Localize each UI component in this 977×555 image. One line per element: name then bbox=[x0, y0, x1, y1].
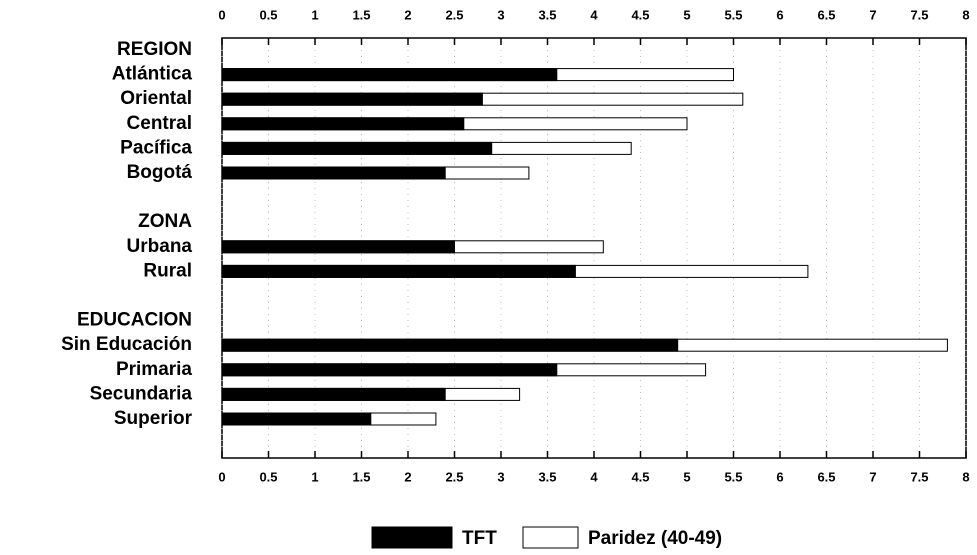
bar bbox=[221, 141, 493, 155]
group-label: EDUCACION bbox=[77, 310, 192, 331]
category-label: Pacífica bbox=[120, 137, 192, 158]
x-tick-label: 7.5 bbox=[910, 7, 928, 22]
category-label: Rural bbox=[143, 260, 192, 281]
x-tick-label: 0 bbox=[218, 7, 225, 22]
x-tick-label: 1 bbox=[311, 7, 318, 22]
x-tick-label: 0 bbox=[218, 469, 225, 484]
x-tick-label: 2 bbox=[404, 7, 411, 22]
legend-swatch bbox=[522, 526, 579, 549]
category-label: Central bbox=[127, 113, 192, 134]
group-label: ZONA bbox=[138, 211, 192, 232]
category-label: Sin Educación bbox=[61, 334, 192, 355]
x-tick-label: 3 bbox=[497, 469, 504, 484]
x-tick-label: 4 bbox=[590, 469, 598, 484]
x-tick-label: 3.5 bbox=[538, 469, 556, 484]
x-tick-label: 6.5 bbox=[817, 7, 835, 22]
x-tick-label: 5 bbox=[683, 469, 690, 484]
x-tick-label: 0.5 bbox=[259, 469, 277, 484]
bar bbox=[221, 117, 465, 131]
bar bbox=[221, 363, 558, 377]
x-tick-label: 8 bbox=[962, 7, 969, 22]
bar bbox=[221, 387, 446, 401]
x-tick-label: 4 bbox=[590, 7, 598, 22]
x-tick-label: 2.5 bbox=[445, 469, 463, 484]
bar bbox=[221, 412, 372, 426]
bar bbox=[221, 264, 576, 278]
x-tick-label: 6 bbox=[776, 469, 783, 484]
legend-label: Paridez (40-49) bbox=[588, 528, 722, 549]
x-tick-label: 6 bbox=[776, 7, 783, 22]
x-tick-label: 2.5 bbox=[445, 7, 463, 22]
x-tick-label: 6.5 bbox=[817, 469, 835, 484]
legend-swatch bbox=[371, 526, 453, 549]
x-tick-label: 3 bbox=[497, 7, 504, 22]
x-tick-label: 1 bbox=[311, 469, 318, 484]
bar bbox=[221, 68, 558, 82]
x-tick-label: 5.5 bbox=[724, 469, 742, 484]
bar bbox=[221, 166, 446, 180]
category-label: Urbana bbox=[127, 236, 193, 257]
x-tick-label: 7 bbox=[869, 7, 876, 22]
group-label: REGION bbox=[117, 39, 192, 60]
x-tick-label: 3.5 bbox=[538, 7, 556, 22]
x-tick-label: 1.5 bbox=[352, 469, 370, 484]
category-label: Primaria bbox=[116, 359, 192, 380]
x-tick-label: 7.5 bbox=[910, 469, 928, 484]
legend-label: TFT bbox=[462, 528, 497, 549]
x-tick-label: 5 bbox=[683, 7, 690, 22]
bar bbox=[221, 338, 679, 352]
x-tick-label: 5.5 bbox=[724, 7, 742, 22]
category-label: Superior bbox=[114, 408, 193, 429]
category-label: Oriental bbox=[120, 88, 192, 109]
category-label: Secundaria bbox=[90, 383, 193, 404]
x-tick-label: 2 bbox=[404, 469, 411, 484]
bar bbox=[221, 92, 483, 106]
x-tick-label: 7 bbox=[869, 469, 876, 484]
category-label: Atlántica bbox=[112, 64, 193, 85]
x-tick-label: 1.5 bbox=[352, 7, 370, 22]
x-tick-label: 4.5 bbox=[631, 7, 649, 22]
bar bbox=[221, 240, 455, 254]
x-tick-label: 4.5 bbox=[631, 469, 649, 484]
x-tick-label: 8 bbox=[962, 469, 969, 484]
category-label: Bogotá bbox=[127, 162, 193, 183]
x-tick-label: 0.5 bbox=[259, 7, 277, 22]
